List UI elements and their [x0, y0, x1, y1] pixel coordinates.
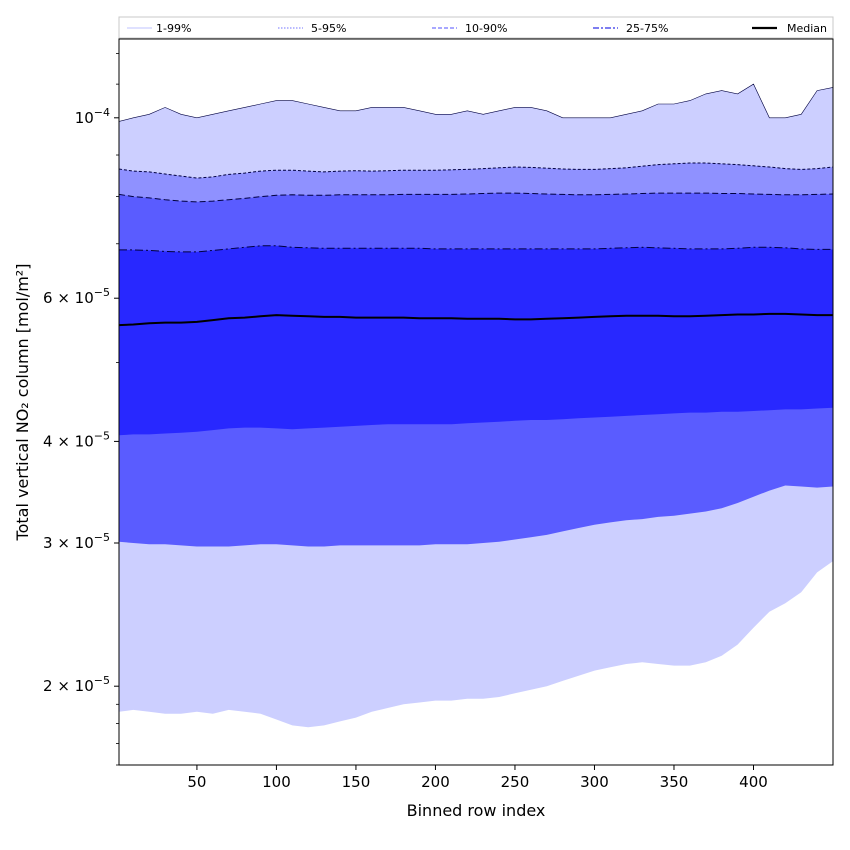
y-tick-label: 6 × 10−5: [43, 286, 110, 307]
x-tick-label: 250: [501, 773, 530, 791]
legend-entries: 1-99% 5-95% 10-90% 25-75% Median: [127, 22, 827, 35]
y-tick-label: 4 × 10−5: [43, 429, 110, 450]
percentile-lines-layer: [118, 83, 834, 253]
x-tick-label: 350: [660, 773, 689, 791]
band-upper-line-5-95%: [118, 162, 834, 179]
x-tick-label: 400: [739, 773, 768, 791]
band-upper-line-10-90%: [118, 192, 834, 203]
legend-box: [118, 16, 834, 39]
band-upper-line-1-99%: [118, 83, 834, 122]
median-layer: [118, 312, 833, 327]
x-axis-title: Binned row index: [407, 801, 546, 820]
band-25-75%: [119, 245, 833, 436]
legend: 1-99% 5-95% 10-90% 25-75% Median: [118, 16, 834, 39]
x-axis: 50 100 150 200 250 300 350 400: [187, 765, 768, 791]
x-tick-label: 100: [262, 773, 291, 791]
legend-label: 1-99%: [156, 22, 191, 35]
legend-label: 25-75%: [626, 22, 668, 35]
y-tick-label: 3 × 10−5: [43, 531, 110, 552]
x-tick-label: 300: [580, 773, 609, 791]
plot-frame: [118, 38, 834, 766]
band-upper-line-25-75%: [119, 245, 833, 253]
x-tick-label: 200: [421, 773, 450, 791]
y-tick-label: 2 × 10−5: [43, 674, 110, 695]
legend-label: 5-95%: [311, 22, 346, 35]
y-axis: 2 × 10−5 3 × 10−5 4 × 10−5 6 × 10−5 10−4: [43, 53, 119, 766]
bands-layer: [119, 84, 833, 728]
median-line: [118, 312, 833, 327]
legend-label: Median: [787, 22, 827, 35]
x-tick-label: 150: [342, 773, 371, 791]
x-tick-label: 50: [187, 773, 206, 791]
y-axis-title: Total vertical NO₂ column [mol/m²]: [13, 264, 32, 542]
legend-label: 10-90%: [465, 22, 507, 35]
y-tick-label: 10−4: [75, 106, 110, 127]
